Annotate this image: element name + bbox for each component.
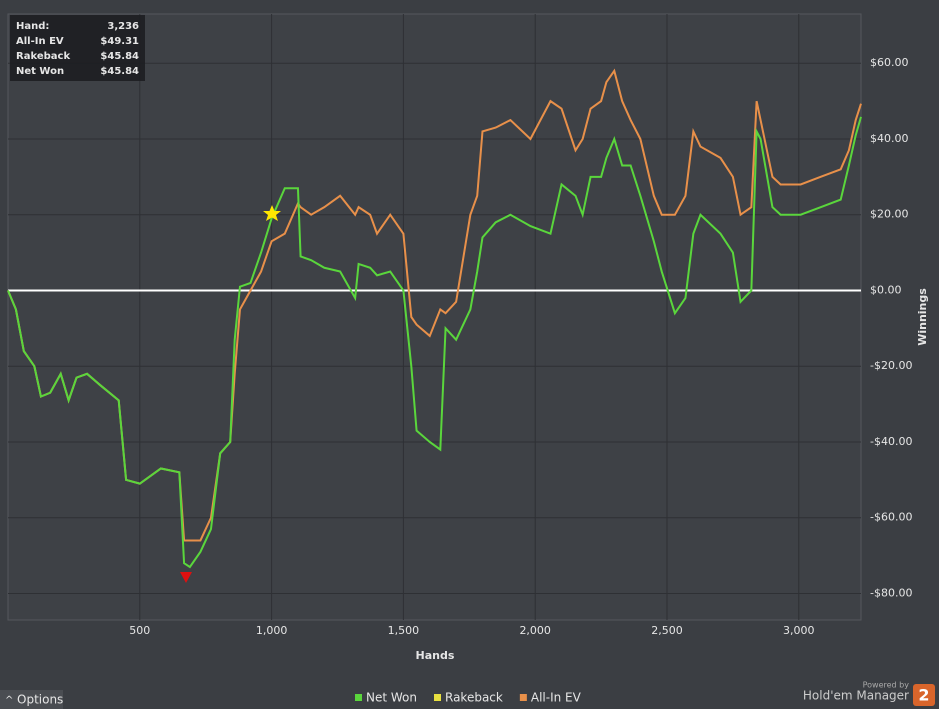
x-tick-label: 500: [129, 624, 150, 637]
legend: Net Won Rakeback All-In EV: [355, 691, 582, 705]
logo: [913, 684, 935, 706]
x-tick-label: 3,000: [783, 624, 815, 637]
grid: [8, 14, 861, 620]
plot-area: [7, 13, 862, 621]
y-tick-label: -$60.00: [870, 511, 912, 524]
legend-label: All-In EV: [531, 691, 582, 705]
info-label: Net Won: [16, 66, 64, 77]
y-axis-label: Winnings: [916, 288, 929, 346]
options-label[interactable]: Options: [17, 693, 63, 707]
lines: [7, 68, 862, 569]
logo-version: 2: [918, 686, 929, 705]
y-tick-label: $20.00: [870, 208, 909, 221]
product-name: Hold'em Manager: [803, 689, 909, 703]
legend-swatch: [355, 694, 362, 701]
info-label: All-In EV: [16, 36, 64, 47]
powered-by: Powered by: [863, 681, 910, 690]
worst-marker: [180, 572, 192, 583]
legend-label: Net Won: [366, 691, 417, 705]
legend-swatch: [434, 694, 441, 701]
y-tick-label: $40.00: [870, 132, 909, 145]
x-tick-label: 2,000: [519, 624, 551, 637]
x-axis-label: Hands: [416, 649, 455, 662]
options-caret: ^: [5, 695, 13, 706]
best-marker: [263, 205, 281, 221]
options-button[interactable]: [0, 690, 63, 709]
info-label: Hand:: [16, 21, 49, 32]
y-tick-label: -$80.00: [870, 586, 912, 599]
legend-swatch: [519, 694, 527, 701]
info-label: Rakeback: [16, 51, 70, 62]
info-background: [10, 15, 145, 81]
y-tick-label: -$20.00: [870, 359, 912, 372]
legend-label: Rakeback: [445, 691, 503, 705]
y-tick-label: $60.00: [870, 56, 909, 69]
x-tick-label: 1,500: [388, 624, 420, 637]
x-tick-label: 2,500: [651, 624, 683, 637]
y-tick-label: -$40.00: [870, 435, 912, 448]
series-line: [7, 116, 862, 569]
info-value: $45.84: [100, 66, 139, 77]
info-value: $45.84: [100, 51, 139, 62]
info-value: 3,236: [107, 21, 139, 32]
x-tick-label: 1,000: [256, 624, 288, 637]
y-tick-label: $0.00: [870, 283, 902, 296]
info-value: $49.31: [100, 36, 139, 47]
info-box: Hand: 3,236 All-In EV $49.31 Rakeback $45.84 N…: [10, 15, 145, 81]
